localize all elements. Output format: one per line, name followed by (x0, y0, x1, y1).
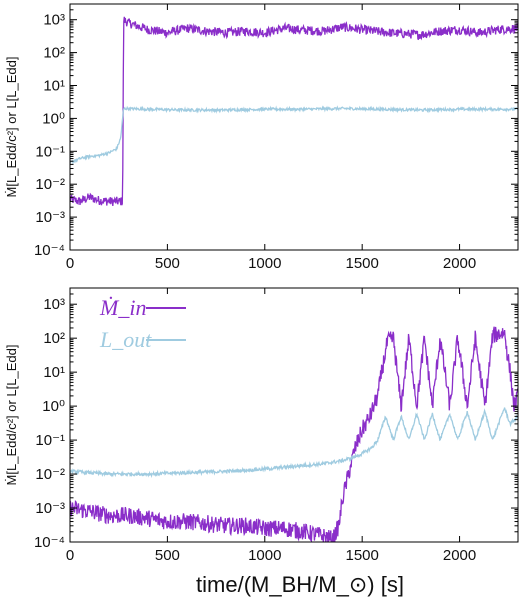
y-tick-label: 10⁻³ (35, 209, 65, 226)
y-axis-label: Ṁ[L_Edd/c²] or L[L_Edd] (4, 345, 19, 486)
y-tick-label: 10¹ (43, 364, 65, 381)
x-tick-label: 1500 (345, 547, 378, 564)
y-tick-label: 10⁰ (42, 110, 65, 127)
x-tick-label: 0 (66, 547, 74, 564)
x-tick-label: 1500 (345, 255, 378, 272)
x-tick-label: 500 (155, 255, 180, 272)
plot-frame (69, 3, 519, 251)
series-line-1 (70, 407, 518, 479)
legend-label: Ṁ_in (99, 295, 146, 320)
y-tick-label: 10² (43, 45, 65, 62)
x-axis-label: time/(M_BH/M_⊙) [s] (196, 572, 404, 597)
y-tick-label: 10⁻⁴ (34, 242, 65, 259)
legend-label: L_out (99, 327, 152, 352)
x-tick-label: 2000 (443, 255, 476, 272)
plot-frame (69, 287, 519, 543)
y-tick-label: 10⁻¹ (35, 432, 65, 449)
bottom-panel: 0 500 1000 1500 2000 10⁻⁴ 10⁻³ 10⁻² 10⁻¹ 10⁰ 10¹ 10… (4, 287, 519, 564)
x-tick-label: 500 (155, 547, 180, 564)
y-tick-label: 10⁻³ (35, 500, 65, 517)
y-tick-label: 10¹ (43, 77, 65, 94)
series-line-0 (70, 16, 518, 206)
y-axis-label: Ṁ[L_Edd/c²] or L[L_Edd] (4, 57, 19, 198)
y-tick-label: 10⁻² (35, 176, 65, 193)
y-tick-label: 10⁻⁴ (34, 534, 65, 551)
x-tick-label: 1000 (248, 547, 281, 564)
y-tick-label: 10⁻¹ (35, 143, 65, 160)
y-tick-label: 10² (43, 330, 65, 347)
x-tick-label: 1000 (248, 255, 281, 272)
series-line-0 (70, 326, 518, 542)
y-tick-label: 10⁰ (42, 398, 65, 415)
y-tick-label: 10³ (43, 296, 65, 313)
x-tick-label: 0 (66, 255, 74, 272)
x-tick-label: 2000 (443, 547, 476, 564)
series-line-1 (70, 105, 518, 165)
y-tick-label: 10³ (43, 12, 65, 29)
top-panel: 0 500 1000 1500 2000 10⁻⁴ 10⁻³ 10⁻² 10⁻¹ 10⁰ 10¹ 10… (4, 3, 519, 272)
y-tick-label: 10⁻² (35, 466, 65, 483)
